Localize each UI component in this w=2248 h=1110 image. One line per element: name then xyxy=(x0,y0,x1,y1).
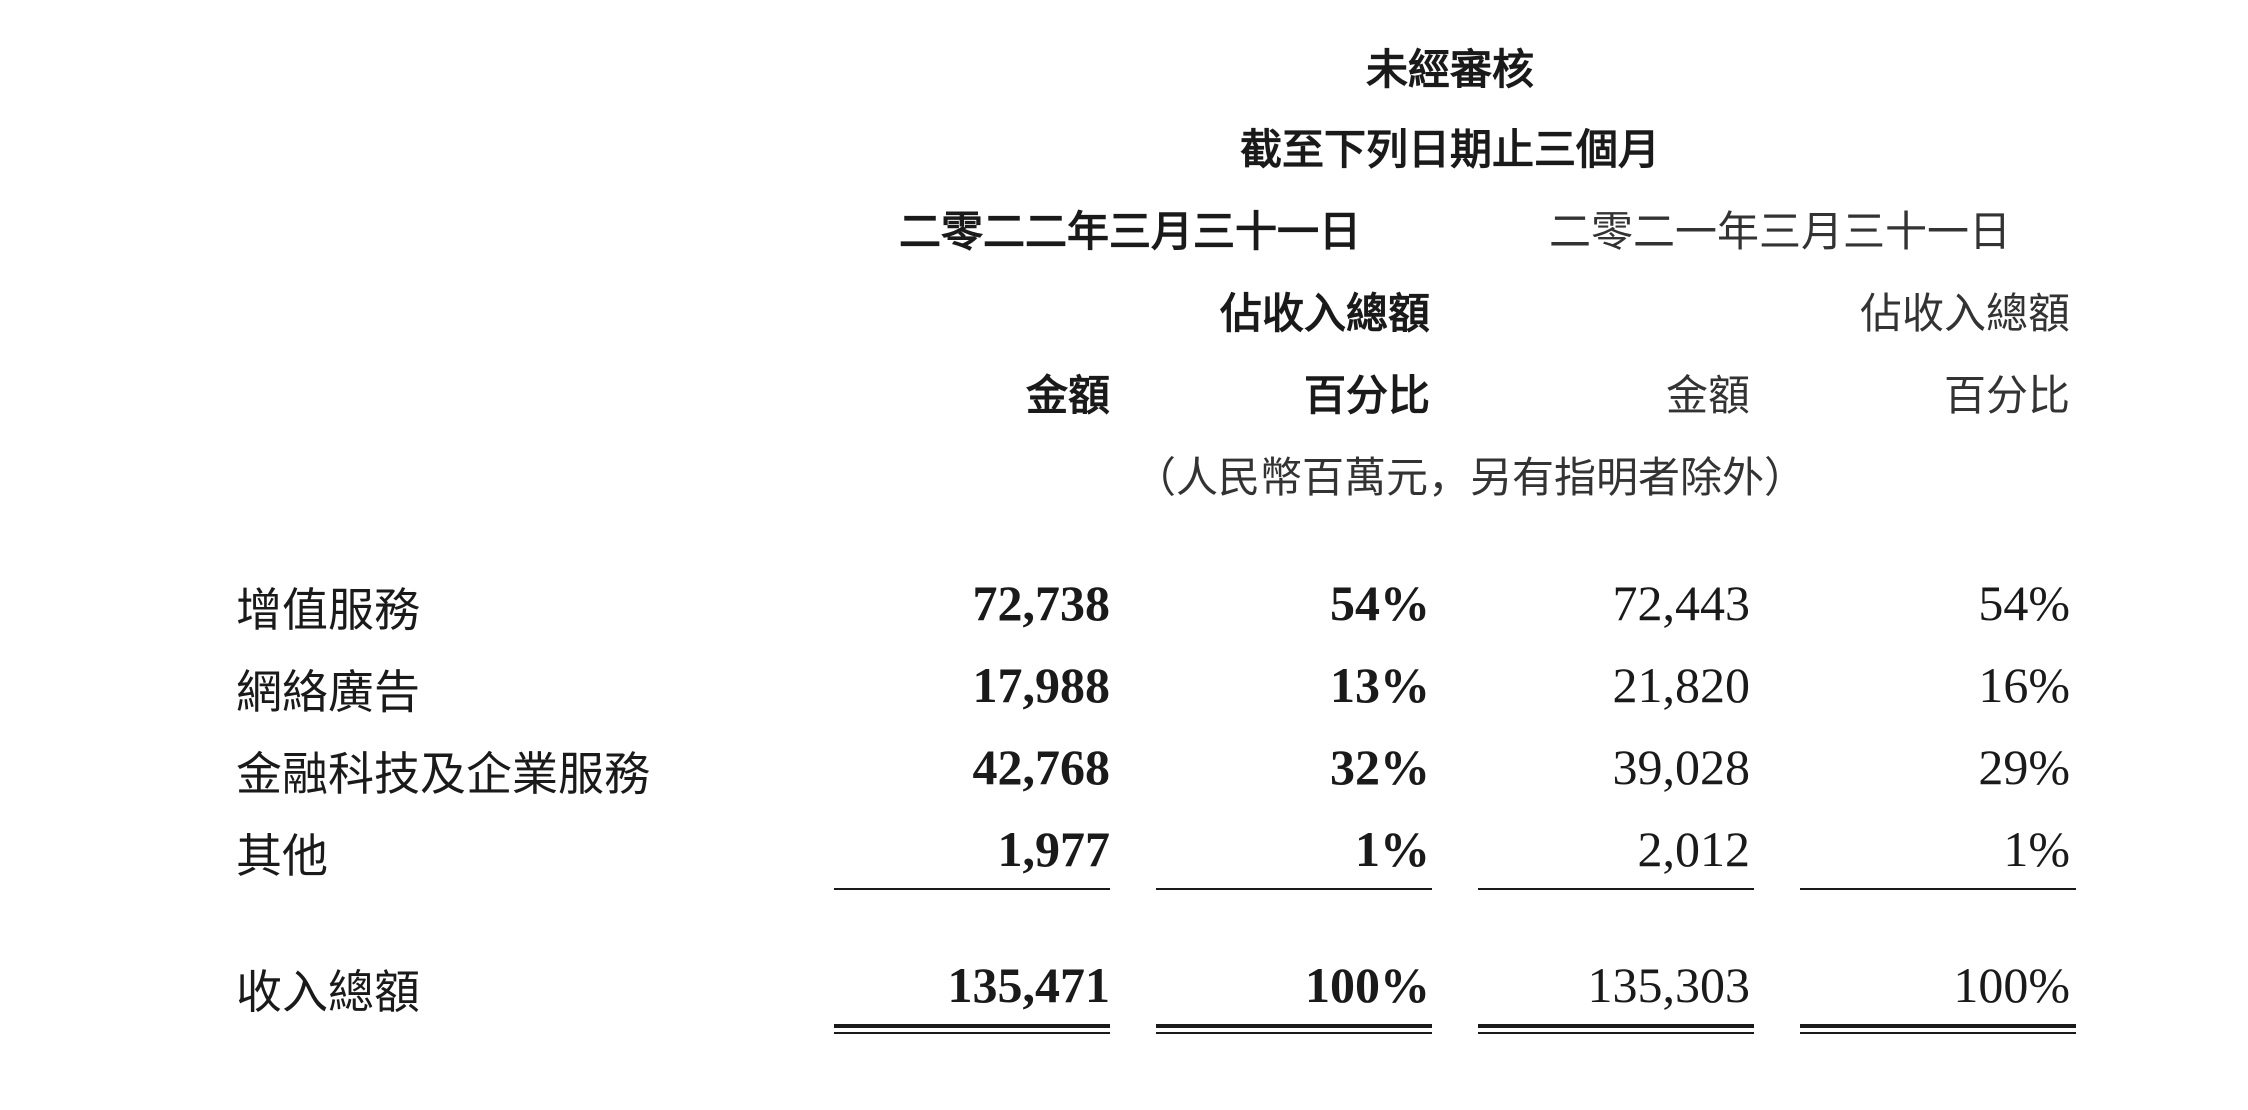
total-double-rule xyxy=(1156,1024,1432,1034)
header-period-2022: 二零二二年三月三十一日 xyxy=(898,207,1361,256)
subtotal-rule xyxy=(834,888,1110,890)
total-double-rule xyxy=(1478,1024,1754,1034)
header-amount-2021: 金額 xyxy=(1665,371,1750,420)
header-pct-of-revenue-2021: 佔收入總額 xyxy=(1859,289,2070,338)
row-amount-2021: 21,820 xyxy=(1612,657,1751,713)
row-label: 增值服務 xyxy=(236,583,420,637)
header-percent-2022: 百分比 xyxy=(1303,371,1430,420)
subtotal-rule xyxy=(1478,888,1754,890)
header-percent-2021: 百分比 xyxy=(1943,371,2070,420)
row-amount-2022: 17,988 xyxy=(972,657,1111,713)
row-pct-2021: 54% xyxy=(1978,575,2070,631)
header-period-2021: 二零二一年三月三十一日 xyxy=(1548,207,2011,256)
total-double-rule xyxy=(834,1024,1110,1034)
row-amount-2021: 2,012 xyxy=(1637,821,1751,877)
row-amount-2022: 42,768 xyxy=(972,739,1111,795)
subtotal-rule xyxy=(1800,888,2076,890)
row-label: 其他 xyxy=(236,829,328,883)
header-unit-note: （人民幣百萬元，另有指明者除外） xyxy=(1133,453,1806,502)
row-label: 網絡廣告 xyxy=(236,665,420,719)
row-pct-2022: 1% xyxy=(1355,821,1430,877)
header-unaudited: 未經審核 xyxy=(1365,45,1534,94)
total-amount-2021: 135,303 xyxy=(1587,957,1751,1013)
row-label: 金融科技及企業服務 xyxy=(236,747,650,801)
header-pct-of-revenue-2022: 佔收入總額 xyxy=(1219,289,1430,338)
row-pct-2022: 13% xyxy=(1330,657,1430,713)
row-amount-2021: 72,443 xyxy=(1612,575,1751,631)
row-pct-2021: 29% xyxy=(1978,739,2070,795)
row-pct-2022: 54% xyxy=(1330,575,1430,631)
total-pct-2022: 100% xyxy=(1305,957,1430,1013)
row-pct-2022: 32% xyxy=(1330,739,1430,795)
total-amount-2022: 135,471 xyxy=(947,957,1111,1013)
total-label: 收入總額 xyxy=(236,965,420,1019)
header-three-months: 截至下列日期止三個月 xyxy=(1239,125,1660,174)
row-pct-2021: 16% xyxy=(1978,657,2070,713)
row-amount-2021: 39,028 xyxy=(1612,739,1751,795)
subtotal-rule xyxy=(1156,888,1432,890)
total-pct-2021: 100% xyxy=(1953,957,2070,1013)
header-amount-2022: 金額 xyxy=(1025,371,1110,420)
row-amount-2022: 72,738 xyxy=(972,575,1111,631)
row-amount-2022: 1,977 xyxy=(997,821,1111,877)
row-pct-2021: 1% xyxy=(2003,821,2070,877)
total-double-rule xyxy=(1800,1024,2076,1034)
